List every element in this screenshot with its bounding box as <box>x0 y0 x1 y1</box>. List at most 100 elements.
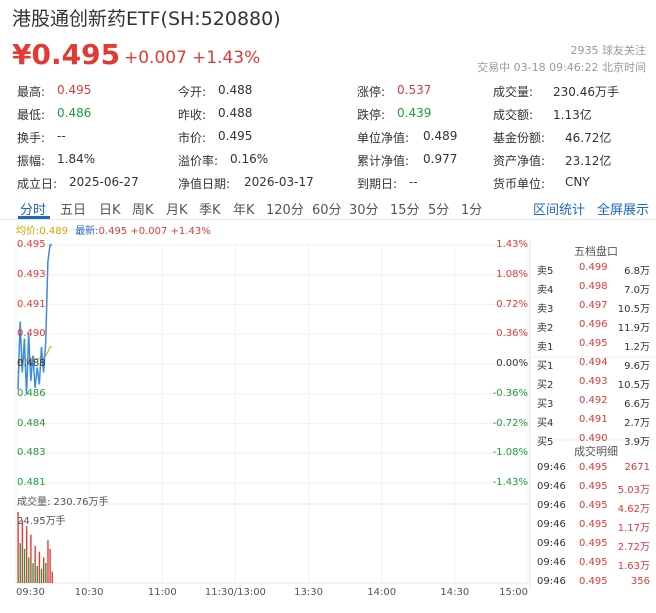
orderbook-volume: 10.5万 <box>617 380 650 391</box>
orderbook-side: 卖5 <box>537 266 554 277</box>
stat-value: 0.489 <box>423 129 458 143</box>
tab-3[interactable]: 周K <box>132 203 154 218</box>
stat-value: CNY <box>565 175 590 189</box>
orderbook-volume: 2.7万 <box>624 418 650 429</box>
stat-value: -- <box>409 175 418 189</box>
percent-tick: 0.72% <box>496 298 528 310</box>
stat-value: -- <box>57 129 66 143</box>
stat-label: 跌停: <box>357 108 386 122</box>
volume-bar <box>49 548 51 583</box>
stat-value: 0.488 <box>218 83 253 97</box>
stat-value: 23.12亿 <box>565 154 612 168</box>
volume-bar <box>47 540 49 583</box>
orderbook-title: 五档盘口 <box>574 245 618 258</box>
tab-8[interactable]: 60分 <box>312 203 342 218</box>
tab-5[interactable]: 季K <box>199 203 221 218</box>
deal-time: 09:46 <box>537 500 566 511</box>
price-tick: 0.486 <box>17 387 46 399</box>
latest-legend-value: 0.495 +0.007 +1.43% <box>98 226 211 237</box>
tab-7[interactable]: 120分 <box>266 203 304 218</box>
tab-4[interactable]: 月K <box>166 203 188 218</box>
tab-2[interactable]: 日K <box>99 203 121 218</box>
time-tick: 10:30 <box>74 587 104 598</box>
deal-price: 0.495 <box>579 500 608 511</box>
deal-price: 0.495 <box>579 576 608 587</box>
stat-label: 货币单位: <box>493 177 546 191</box>
time-tick: 15:00 <box>499 587 528 598</box>
tab-0[interactable]: 分时 <box>20 203 47 218</box>
stat-value: 0.495 <box>218 129 253 143</box>
percent-tick: 1.08% <box>496 268 528 280</box>
orderbook-volume: 10.5万 <box>617 304 650 315</box>
chart-tabs: 分时 五日 日K 周K 月K 季K 年K 120分 60分 30分 15分 5分 1分 区间统计 全屏展… <box>0 196 656 220</box>
orderbook-side: 买2 <box>537 380 554 391</box>
tab-12[interactable]: 1分 <box>461 203 483 218</box>
price-tick: 0.488 <box>17 358 46 369</box>
fund-title: 港股通创新药ETF(SH:520880) <box>12 8 281 30</box>
follower-count[interactable]: 2935 球友关注 <box>570 44 647 57</box>
deal-price: 0.495 <box>579 557 608 568</box>
stat-label: 振幅: <box>17 154 46 168</box>
time-tick: 11:30/13:00 <box>204 587 266 598</box>
orderbook-volume: 9.6万 <box>624 361 650 372</box>
stat-label: 今开: <box>178 85 207 99</box>
tab-6[interactable]: 年K <box>233 203 255 218</box>
stat-value: 0.495 <box>57 83 92 97</box>
tab-10[interactable]: 15分 <box>390 203 420 218</box>
tab-1[interactable]: 五日 <box>60 203 87 218</box>
range-stats-button[interactable]: 区间统计 <box>533 203 586 218</box>
time-tick: 11:00 <box>147 587 177 598</box>
orderbook-side: 卖2 <box>537 323 554 334</box>
stat-value: 0.439 <box>397 106 432 120</box>
stat-value: 0.16% <box>230 152 269 166</box>
stat-value: 0.977 <box>423 152 458 166</box>
percent-tick: -0.36% <box>492 387 528 399</box>
volume-bar <box>38 551 41 583</box>
tab-9[interactable]: 30分 <box>349 203 379 218</box>
price-tick: 0.483 <box>17 447 46 459</box>
volume-max-label: 24.95万手 <box>17 516 66 527</box>
price-tick: 0.481 <box>17 477 46 488</box>
deal-price: 0.495 <box>579 538 608 549</box>
volume-bar <box>21 520 24 583</box>
stat-label: 最高: <box>17 85 46 99</box>
volume-bar <box>30 534 32 583</box>
orderbook-price: 0.493 <box>579 376 608 387</box>
stat-value: 1.84% <box>57 152 96 166</box>
volume-bar <box>25 526 28 583</box>
percent-tick: -0.72% <box>492 417 528 429</box>
fullscreen-button[interactable]: 全屏展示 <box>597 203 650 218</box>
stat-label: 成交额: <box>493 108 534 122</box>
time-tick: 14:00 <box>367 587 397 598</box>
orderbook-side: 卖4 <box>537 285 554 296</box>
stat-value: 2026-03-17 <box>244 175 314 189</box>
deal-time: 09:46 <box>537 481 566 492</box>
orderbook-side: 卖1 <box>537 342 554 353</box>
price-tick: 0.484 <box>17 417 46 429</box>
volume-bar <box>23 548 26 583</box>
stat-value: 46.72亿 <box>565 131 612 145</box>
orderbook-price: 0.490 <box>579 433 608 444</box>
deal-time: 09:46 <box>537 576 566 587</box>
price-tick: 0.493 <box>17 268 46 280</box>
price-tick: 0.495 <box>17 239 46 250</box>
orderbook-volume: 7.0万 <box>624 285 650 296</box>
orderbook-price: 0.495 <box>579 338 608 349</box>
tab-11[interactable]: 5分 <box>428 203 450 218</box>
price-line <box>17 244 53 395</box>
orderbook-volume: 3.9万 <box>624 437 650 448</box>
deal-volume: 5.03万 <box>617 485 650 496</box>
time-tick: 13:30 <box>294 587 323 598</box>
orderbook-side: 买4 <box>537 418 554 429</box>
stat-label: 市价: <box>178 131 207 145</box>
stat-value: 0.488 <box>218 106 253 120</box>
deal-volume: 2.72万 <box>617 542 650 553</box>
price-change: +0.007 <box>124 48 187 68</box>
volume-bar <box>45 563 47 583</box>
orderbook-price: 0.492 <box>579 395 608 406</box>
avg-price-legend: 均价:0.489 <box>16 226 68 237</box>
orderbook-side: 买5 <box>537 437 554 448</box>
deal-price: 0.495 <box>579 462 608 473</box>
price-tick: 0.490 <box>17 328 46 340</box>
